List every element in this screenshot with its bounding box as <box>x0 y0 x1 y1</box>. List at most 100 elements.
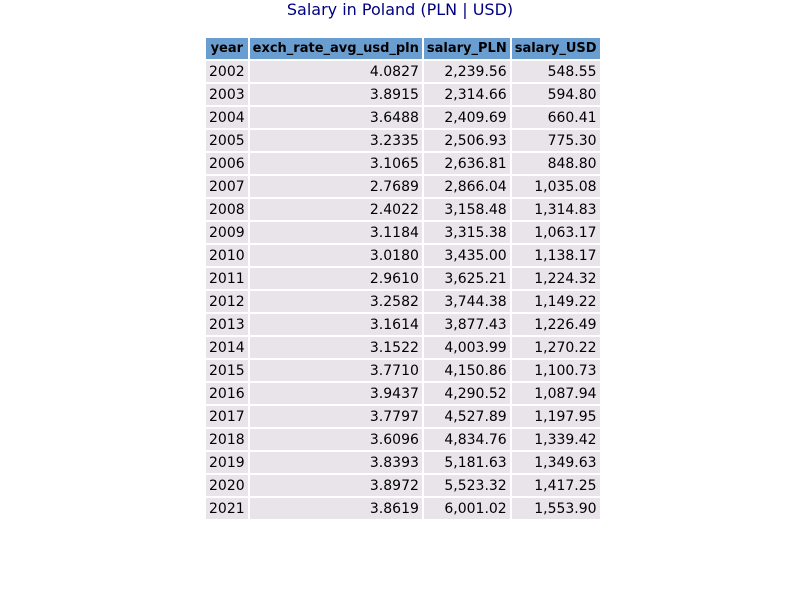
table-row: 2016 3.9437 4,290.52 1,087.94 <box>206 383 600 404</box>
year-cell: 2002 <box>206 61 248 82</box>
exch-rate-cell: 3.7710 <box>249 360 422 381</box>
year-cell: 2012 <box>206 291 248 312</box>
year-cell: 2018 <box>206 429 248 450</box>
table-row: 2005 3.2335 2,506.93 775.30 <box>206 130 600 151</box>
exch-rate-cell: 3.6488 <box>249 107 422 128</box>
year-cell: 2013 <box>206 314 248 335</box>
year-cell: 2010 <box>206 245 248 266</box>
salary-pln-cell: 3,625.21 <box>423 268 510 289</box>
salary-pln-cell: 6,001.02 <box>423 498 510 519</box>
year-cell: 2016 <box>206 383 248 404</box>
table-body: 2002 4.0827 2,239.56 548.55 2003 3.8915 2,314.… <box>206 61 600 519</box>
salary-pln-cell: 4,527.89 <box>423 406 510 427</box>
exch-rate-cell: 2.4022 <box>249 199 422 220</box>
table-row: 2004 3.6488 2,409.69 660.41 <box>206 107 600 128</box>
salary-pln-cell: 4,290.52 <box>423 383 510 404</box>
table-row: 2018 3.6096 4,834.76 1,339.42 <box>206 429 600 450</box>
year-cell: 2006 <box>206 153 248 174</box>
salary-usd-cell: 1,349.63 <box>511 452 600 473</box>
column-header-exch-rate: exch_rate_avg_usd_pln <box>249 38 422 59</box>
table-row: 2019 3.8393 5,181.63 1,349.63 <box>206 452 600 473</box>
salary-pln-cell: 2,409.69 <box>423 107 510 128</box>
table-row: 2006 3.1065 2,636.81 848.80 <box>206 153 600 174</box>
salary-pln-cell: 2,239.56 <box>423 61 510 82</box>
exch-rate-cell: 3.1522 <box>249 337 422 358</box>
salary-pln-cell: 4,834.76 <box>423 429 510 450</box>
table-row: 2009 3.1184 3,315.38 1,063.17 <box>206 222 600 243</box>
salary-usd-cell: 1,417.25 <box>511 475 600 496</box>
exch-rate-cell: 3.9437 <box>249 383 422 404</box>
salary-usd-cell: 1,087.94 <box>511 383 600 404</box>
salary-pln-cell: 3,158.48 <box>423 199 510 220</box>
exch-rate-cell: 3.2335 <box>249 130 422 151</box>
salary-usd-cell: 1,149.22 <box>511 291 600 312</box>
salary-pln-cell: 5,181.63 <box>423 452 510 473</box>
salary-usd-cell: 594.80 <box>511 84 600 105</box>
table-row: 2014 3.1522 4,003.99 1,270.22 <box>206 337 600 358</box>
exch-rate-cell: 4.0827 <box>249 61 422 82</box>
exch-rate-cell: 3.2582 <box>249 291 422 312</box>
salary-pln-cell: 3,744.38 <box>423 291 510 312</box>
table-row: 2017 3.7797 4,527.89 1,197.95 <box>206 406 600 427</box>
salary-usd-cell: 1,339.42 <box>511 429 600 450</box>
exch-rate-cell: 3.7797 <box>249 406 422 427</box>
salary-pln-cell: 2,314.66 <box>423 84 510 105</box>
salary-usd-cell: 775.30 <box>511 130 600 151</box>
salary-usd-cell: 1,100.73 <box>511 360 600 381</box>
year-cell: 2015 <box>206 360 248 381</box>
table-row: 2013 3.1614 3,877.43 1,226.49 <box>206 314 600 335</box>
salary-usd-cell: 1,035.08 <box>511 176 600 197</box>
year-cell: 2017 <box>206 406 248 427</box>
table-row: 2021 3.8619 6,001.02 1,553.90 <box>206 498 600 519</box>
exch-rate-cell: 3.8619 <box>249 498 422 519</box>
exch-rate-cell: 3.1614 <box>249 314 422 335</box>
table-header-row: year exch_rate_avg_usd_pln salary_PLN sa… <box>206 38 600 59</box>
column-header-salary-usd: salary_USD <box>511 38 600 59</box>
year-cell: 2014 <box>206 337 248 358</box>
column-header-year: year <box>206 38 248 59</box>
salary-pln-cell: 2,506.93 <box>423 130 510 151</box>
year-cell: 2020 <box>206 475 248 496</box>
salary-usd-cell: 1,226.49 <box>511 314 600 335</box>
salary-usd-cell: 1,197.95 <box>511 406 600 427</box>
salary-usd-cell: 1,224.32 <box>511 268 600 289</box>
report-title: Salary in Poland (PLN | USD) <box>286 0 514 19</box>
table-row: 2011 2.9610 3,625.21 1,224.32 <box>206 268 600 289</box>
table-row: 2007 2.7689 2,866.04 1,035.08 <box>206 176 600 197</box>
year-cell: 2011 <box>206 268 248 289</box>
table-row: 2012 3.2582 3,744.38 1,149.22 <box>206 291 600 312</box>
exch-rate-cell: 2.9610 <box>249 268 422 289</box>
year-cell: 2003 <box>206 84 248 105</box>
exch-rate-cell: 3.8972 <box>249 475 422 496</box>
exch-rate-cell: 3.1065 <box>249 153 422 174</box>
year-cell: 2009 <box>206 222 248 243</box>
salary-pln-cell: 3,435.00 <box>423 245 510 266</box>
table-row: 2015 3.7710 4,150.86 1,100.73 <box>206 360 600 381</box>
year-cell: 2005 <box>206 130 248 151</box>
year-cell: 2019 <box>206 452 248 473</box>
table-row: 2003 3.8915 2,314.66 594.80 <box>206 84 600 105</box>
exch-rate-cell: 3.8915 <box>249 84 422 105</box>
year-cell: 2007 <box>206 176 248 197</box>
column-header-salary-pln: salary_PLN <box>423 38 510 59</box>
salary-usd-cell: 1,314.83 <box>511 199 600 220</box>
salary-table: year exch_rate_avg_usd_pln salary_PLN sa… <box>204 36 602 521</box>
exch-rate-cell: 3.6096 <box>249 429 422 450</box>
table-row: 2020 3.8972 5,523.32 1,417.25 <box>206 475 600 496</box>
salary-pln-cell: 4,150.86 <box>423 360 510 381</box>
year-cell: 2004 <box>206 107 248 128</box>
exch-rate-cell: 3.8393 <box>249 452 422 473</box>
salary-usd-cell: 1,138.17 <box>511 245 600 266</box>
exch-rate-cell: 2.7689 <box>249 176 422 197</box>
salary-pln-cell: 2,636.81 <box>423 153 510 174</box>
salary-pln-cell: 5,523.32 <box>423 475 510 496</box>
table-row: 2002 4.0827 2,239.56 548.55 <box>206 61 600 82</box>
exch-rate-cell: 3.1184 <box>249 222 422 243</box>
table-row: 2008 2.4022 3,158.48 1,314.83 <box>206 199 600 220</box>
salary-usd-cell: 1,553.90 <box>511 498 600 519</box>
year-cell: 2008 <box>206 199 248 220</box>
table-row: 2010 3.0180 3,435.00 1,138.17 <box>206 245 600 266</box>
exch-rate-cell: 3.0180 <box>249 245 422 266</box>
salary-usd-cell: 1,270.22 <box>511 337 600 358</box>
salary-usd-cell: 548.55 <box>511 61 600 82</box>
